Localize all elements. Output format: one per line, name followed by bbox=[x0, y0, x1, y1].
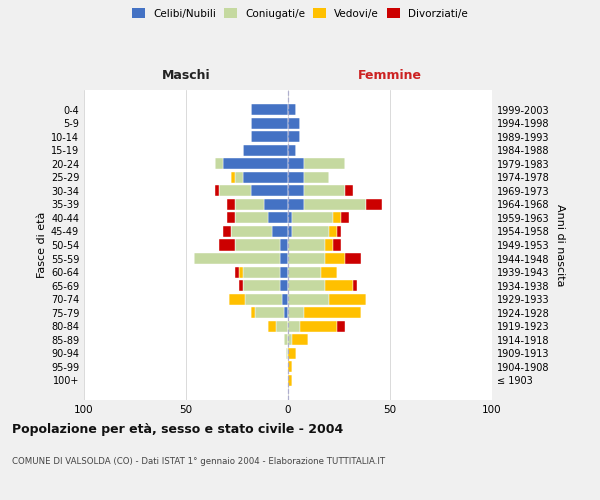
Bar bbox=[292, 212, 333, 224]
Bar bbox=[276, 320, 288, 332]
Bar bbox=[218, 240, 235, 250]
Bar bbox=[251, 307, 256, 318]
Bar bbox=[251, 104, 288, 115]
Bar bbox=[235, 212, 268, 224]
Bar bbox=[288, 375, 292, 386]
Bar bbox=[231, 226, 272, 237]
Bar bbox=[288, 266, 320, 278]
Text: Popolazione per età, sesso e stato civile - 2004: Popolazione per età, sesso e stato civil… bbox=[12, 422, 343, 436]
Bar bbox=[215, 158, 223, 170]
Bar bbox=[218, 186, 251, 196]
Bar bbox=[288, 253, 325, 264]
Bar bbox=[304, 172, 329, 183]
Bar bbox=[365, 199, 382, 210]
Bar bbox=[325, 280, 353, 291]
Bar bbox=[345, 253, 361, 264]
Bar bbox=[239, 266, 243, 278]
Bar bbox=[320, 266, 337, 278]
Bar bbox=[288, 144, 296, 156]
Y-axis label: Anni di nascita: Anni di nascita bbox=[555, 204, 565, 286]
Bar bbox=[194, 253, 280, 264]
Bar bbox=[329, 226, 337, 237]
Bar bbox=[288, 212, 292, 224]
Bar bbox=[243, 172, 288, 183]
Bar bbox=[288, 240, 325, 250]
Bar bbox=[284, 307, 288, 318]
Bar bbox=[300, 320, 337, 332]
Bar bbox=[280, 240, 288, 250]
Bar bbox=[235, 172, 243, 183]
Bar bbox=[325, 253, 345, 264]
Bar bbox=[268, 212, 288, 224]
Bar bbox=[272, 226, 288, 237]
Bar bbox=[284, 334, 288, 345]
Bar bbox=[229, 294, 245, 304]
Bar bbox=[263, 199, 288, 210]
Legend: Celibi/Nubili, Coniugati/e, Vedovi/e, Divorziati/e: Celibi/Nubili, Coniugati/e, Vedovi/e, Di… bbox=[129, 5, 471, 21]
Bar bbox=[235, 199, 263, 210]
Bar bbox=[288, 280, 325, 291]
Bar bbox=[251, 118, 288, 128]
Bar bbox=[223, 226, 231, 237]
Bar bbox=[223, 158, 288, 170]
Bar bbox=[243, 266, 280, 278]
Bar bbox=[235, 240, 280, 250]
Bar bbox=[304, 199, 365, 210]
Bar bbox=[288, 172, 304, 183]
Bar bbox=[288, 226, 292, 237]
Bar bbox=[337, 226, 341, 237]
Bar bbox=[333, 212, 341, 224]
Bar bbox=[337, 320, 345, 332]
Bar bbox=[268, 320, 276, 332]
Bar bbox=[243, 144, 288, 156]
Bar bbox=[345, 186, 353, 196]
Y-axis label: Fasce di età: Fasce di età bbox=[37, 212, 47, 278]
Bar bbox=[288, 294, 329, 304]
Bar bbox=[292, 334, 308, 345]
Bar bbox=[288, 186, 304, 196]
Bar bbox=[325, 240, 333, 250]
Bar bbox=[341, 212, 349, 224]
Bar bbox=[304, 307, 361, 318]
Bar bbox=[288, 320, 300, 332]
Bar bbox=[243, 280, 280, 291]
Bar bbox=[280, 253, 288, 264]
Bar bbox=[288, 307, 304, 318]
Bar bbox=[288, 104, 296, 115]
Bar bbox=[288, 131, 300, 142]
Bar bbox=[280, 266, 288, 278]
Bar bbox=[231, 172, 235, 183]
Bar bbox=[333, 240, 341, 250]
Bar bbox=[215, 186, 218, 196]
Bar bbox=[251, 131, 288, 142]
Bar bbox=[288, 158, 304, 170]
Bar bbox=[288, 118, 300, 128]
Bar bbox=[245, 294, 282, 304]
Bar bbox=[329, 294, 365, 304]
Bar bbox=[235, 266, 239, 278]
Bar bbox=[227, 199, 235, 210]
Bar bbox=[280, 280, 288, 291]
Text: Maschi: Maschi bbox=[161, 69, 211, 82]
Bar bbox=[304, 158, 345, 170]
Bar bbox=[251, 186, 288, 196]
Text: COMUNE DI VALSOLDA (CO) - Dati ISTAT 1° gennaio 2004 - Elaborazione TUTTITALIA.I: COMUNE DI VALSOLDA (CO) - Dati ISTAT 1° … bbox=[12, 458, 385, 466]
Bar bbox=[288, 334, 292, 345]
Bar bbox=[256, 307, 284, 318]
Bar bbox=[227, 212, 235, 224]
Bar bbox=[286, 348, 288, 359]
Bar bbox=[288, 199, 304, 210]
Bar bbox=[288, 348, 296, 359]
Bar bbox=[292, 226, 329, 237]
Bar bbox=[282, 294, 288, 304]
Bar bbox=[304, 186, 345, 196]
Bar bbox=[353, 280, 358, 291]
Bar bbox=[239, 280, 243, 291]
Bar bbox=[288, 362, 292, 372]
Text: Femmine: Femmine bbox=[358, 69, 422, 82]
